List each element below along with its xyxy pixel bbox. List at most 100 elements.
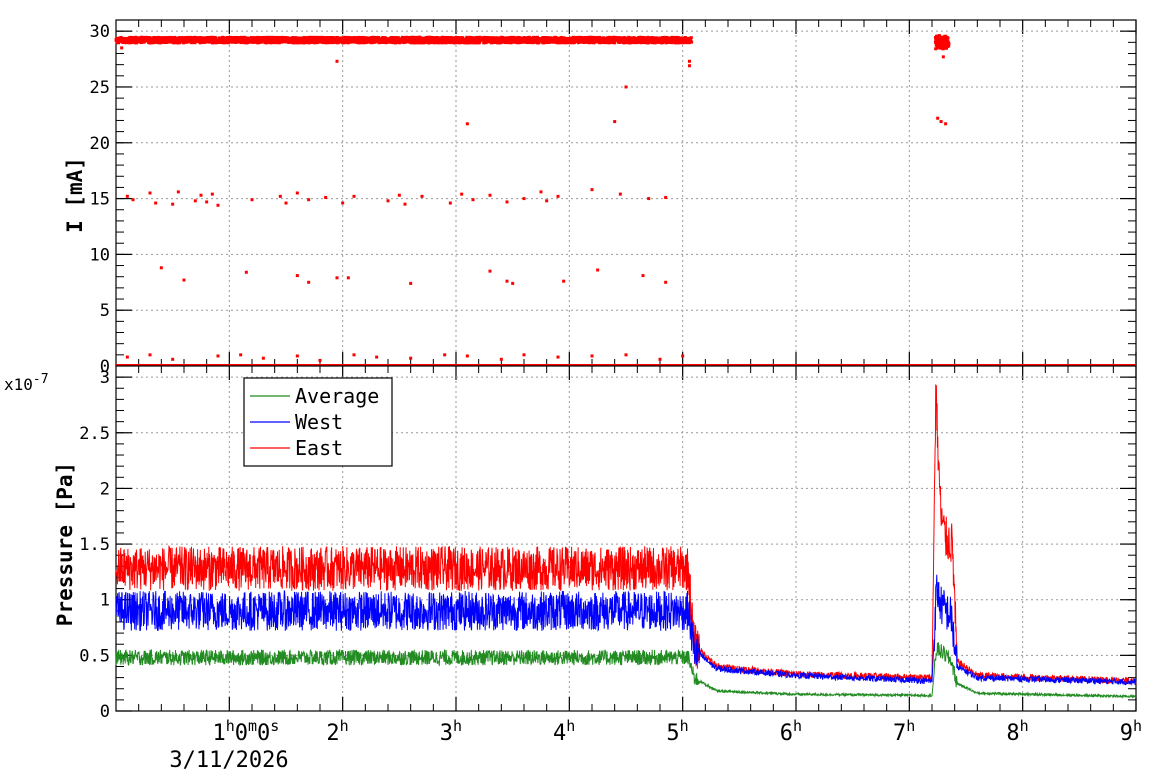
current-point [423,40,427,44]
current-point [418,41,422,45]
current-point [409,281,413,285]
current-point [372,36,376,40]
current-point [556,36,560,40]
current-point [131,198,135,202]
current-point [341,201,345,205]
current-point [504,38,508,42]
pressure-series-west [115,574,1137,687]
current-point [605,38,609,42]
current-point [505,200,509,204]
current-point [495,39,499,43]
current-point [250,198,254,202]
current-point [465,122,469,126]
current-point [495,37,499,41]
current-point [319,36,323,40]
current-point [159,266,163,270]
current-point [573,37,577,41]
current-point [413,41,417,45]
current-point [343,36,347,40]
current-point [409,40,413,44]
current-point [275,39,279,43]
current-point [687,41,691,45]
current-point [590,188,594,192]
current-point [142,37,146,41]
current-point [396,36,400,40]
current-point [617,39,621,43]
current-point [321,35,325,39]
x-tick-label: 1h0m0s [212,717,279,746]
current-point [934,47,938,51]
current-point [176,190,180,194]
current-point [188,35,192,39]
current-point [634,40,638,44]
current-point [939,43,943,47]
current-point [441,35,445,39]
current-point [499,357,503,361]
current-point [316,38,320,42]
current-point [300,38,304,42]
current-point [638,37,642,41]
current-point [518,36,522,40]
current-point [294,36,298,40]
current-point [196,39,200,43]
current-point [481,37,485,41]
current-point [465,38,469,42]
current-point [540,40,544,44]
current-point [641,37,645,41]
current-point [365,37,369,41]
current-point [525,39,529,43]
current-point [647,197,651,201]
current-point [125,355,129,359]
current-point [304,36,308,40]
current-point [637,39,641,43]
current-point [599,40,603,44]
current-point [165,36,169,40]
current-point [489,39,493,43]
current-point [341,39,345,43]
current-point [631,39,635,43]
current-point [604,37,608,41]
y-tick-label: 3 [100,368,110,388]
current-point [455,40,459,44]
current-point [601,37,605,41]
current-point [370,36,374,40]
current-point [139,37,143,41]
current-point [420,194,424,198]
current-point [522,353,526,357]
current-point [624,38,628,42]
current-point [639,41,643,45]
current-point [299,40,303,44]
current-point [373,39,377,43]
current-point [532,40,536,44]
current-point [126,40,130,44]
current-point [562,279,566,283]
current-point [586,36,590,40]
current-point [576,41,580,45]
current-point [575,38,579,42]
current-point [418,38,422,42]
current-point [323,36,327,40]
current-point [590,40,594,44]
current-point [180,36,184,40]
current-point [202,38,206,42]
current-point [187,38,191,42]
current-point [598,38,602,42]
current-point [259,37,263,41]
current-point [468,41,472,45]
current-point [496,41,500,45]
plot-frame [115,19,1137,367]
current-point [430,36,434,40]
current-point [198,40,202,44]
current-point [613,41,617,45]
current-point [941,47,945,51]
current-point [123,40,127,44]
current-point [616,37,620,41]
current-point [462,37,466,41]
current-point [581,36,585,40]
current-point [678,41,682,45]
current-point [177,40,181,44]
current-point [223,41,227,45]
current-point [687,38,691,42]
current-point [532,36,536,40]
